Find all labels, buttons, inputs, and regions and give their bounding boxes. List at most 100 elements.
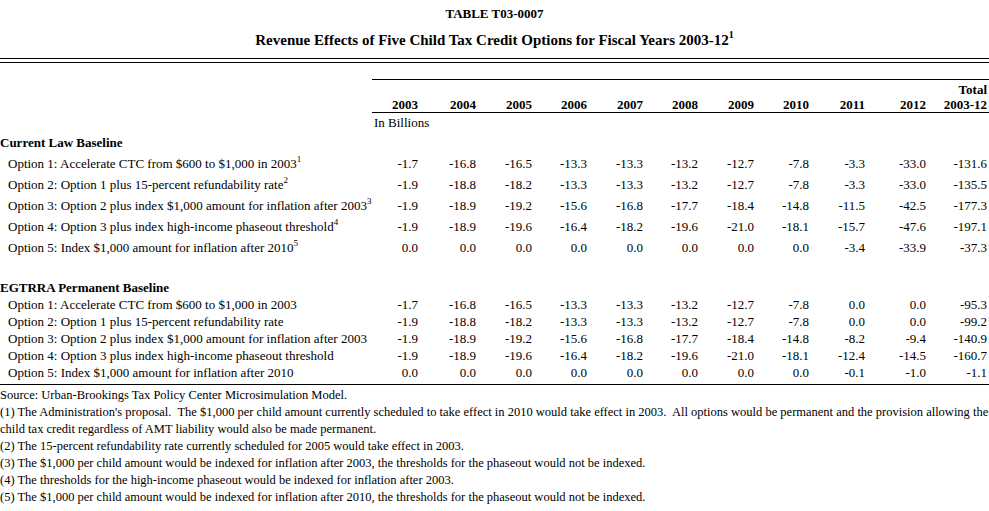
value-cell: -13.3 (589, 312, 645, 329)
title-footnote-ref: 1 (729, 29, 734, 40)
units-label: In Billions (372, 113, 989, 131)
footnote-ref: 5 (294, 238, 299, 248)
column-header-spacer (420, 80, 478, 98)
value-cell: 0.0 (867, 295, 928, 312)
row-label-spacer (0, 113, 372, 131)
value-cell: 0.0 (478, 234, 534, 255)
units-row: In Billions (0, 113, 989, 131)
value-cell: 0.0 (867, 312, 928, 329)
value-cell: 0.0 (756, 363, 811, 380)
row-label-text: Option 2: Option 1 plus 15-percent refun… (8, 177, 283, 192)
value-cell: -47.6 (867, 213, 928, 234)
value-cell: -16.4 (534, 346, 589, 363)
value-cell: -16.8 (589, 192, 645, 213)
value-cell: -18.2 (589, 213, 645, 234)
value-cell: -16.8 (420, 295, 478, 312)
value-cell: -15.6 (534, 192, 589, 213)
row-label-text: Option 1: Accelerate CTC from $600 to $1… (8, 297, 297, 312)
value-cell: -33.0 (867, 150, 928, 171)
value-cell: -11.5 (811, 192, 867, 213)
value-cell: 0.0 (534, 363, 589, 380)
value-cell: -16.8 (589, 329, 645, 346)
value-cell: -13.3 (534, 150, 589, 171)
row-label-text: Option 2: Option 1 plus 15-percent refun… (8, 314, 283, 329)
value-cell: 0.0 (420, 363, 478, 380)
row-label-text: Option 4: Option 3 plus index high-incom… (8, 348, 334, 363)
value-cell: -1.0 (867, 363, 928, 380)
value-cell: -12.4 (811, 346, 867, 363)
value-cell: -19.6 (645, 346, 700, 363)
value-cell: -1.9 (372, 329, 420, 346)
row-label: Option 5: Index $1,000 amount for inflat… (0, 234, 372, 255)
value-cell: 0.0 (645, 234, 700, 255)
row-label: Option 4: Option 3 plus index high-incom… (0, 213, 372, 234)
year-column-header: 2003 (372, 97, 420, 113)
value-cell: -12.7 (700, 171, 756, 192)
value-cell: 0.0 (700, 234, 756, 255)
value-cell: -18.1 (756, 213, 811, 234)
value-cell: -1.9 (372, 346, 420, 363)
footnote-4: (4) The thresholds for the high-income p… (0, 472, 989, 489)
value-cell: -19.6 (478, 213, 534, 234)
value-cell: -7.8 (756, 295, 811, 312)
value-cell: -1.1 (928, 363, 989, 380)
value-cell: -37.3 (928, 234, 989, 255)
row-label-text: Option 3: Option 2 plus index $1,000 amo… (8, 331, 367, 346)
table-row: Option 4: Option 3 plus index high-incom… (0, 213, 989, 234)
value-cell: -18.9 (420, 192, 478, 213)
document-page: TABLE T03-0007 Revenue Effects of Five C… (0, 0, 989, 511)
year-column-header: 2012 (867, 97, 928, 113)
value-cell: -42.5 (867, 192, 928, 213)
value-cell: -3.4 (811, 234, 867, 255)
column-header-spacer (811, 80, 867, 98)
value-cell: -19.6 (645, 213, 700, 234)
table-row: Option 1: Accelerate CTC from $600 to $1… (0, 150, 989, 171)
section-header-row: Current Law Baseline (0, 130, 989, 150)
value-cell: 0.0 (372, 363, 420, 380)
value-cell: -21.0 (700, 213, 756, 234)
table-row: Option 3: Option 2 plus index $1,000 amo… (0, 329, 989, 346)
footnote-ref: 1 (297, 154, 302, 164)
table-title: Revenue Effects of Five Child Tax Credit… (0, 27, 989, 49)
value-cell: -1.9 (372, 312, 420, 329)
revenue-effects-table: Total20032004200520062007200820092010201… (0, 79, 989, 385)
column-header-spacer (589, 80, 645, 98)
value-cell: -13.2 (645, 295, 700, 312)
footnote-1: (1) The Administration's proposal. The $… (0, 404, 989, 438)
value-cell: -16.8 (420, 150, 478, 171)
total-column-header-top: Total (928, 80, 989, 98)
value-cell: -95.3 (928, 295, 989, 312)
value-cell: -13.3 (589, 171, 645, 192)
value-cell: -1.9 (372, 213, 420, 234)
column-header-spacer (756, 80, 811, 98)
year-column-header: 2004 (420, 97, 478, 113)
value-cell: -1.7 (372, 295, 420, 312)
table-header-years-row: 2003200420052006200720082009201020112012… (0, 97, 989, 113)
value-cell: 0.0 (645, 363, 700, 380)
value-cell: -15.6 (534, 329, 589, 346)
value-cell: -177.3 (928, 192, 989, 213)
section-header-row: EGTRRA Permanent Baseline (0, 277, 989, 295)
row-label-text: Option 5: Index $1,000 amount for inflat… (8, 365, 294, 380)
year-column-header: 2006 (534, 97, 589, 113)
value-cell: -1.9 (372, 192, 420, 213)
year-column-header: 2011 (811, 97, 867, 113)
value-cell: -14.5 (867, 346, 928, 363)
value-cell: -19.6 (478, 346, 534, 363)
value-cell: -12.7 (700, 312, 756, 329)
source-note: Source: Urban-Brookings Tax Policy Cente… (0, 387, 989, 404)
value-cell: -160.7 (928, 346, 989, 363)
value-cell: -13.3 (534, 171, 589, 192)
table-row: Option 5: Index $1,000 amount for inflat… (0, 363, 989, 380)
value-cell: -19.2 (478, 329, 534, 346)
value-cell: -19.2 (478, 192, 534, 213)
value-cell: -18.8 (420, 312, 478, 329)
value-cell: -18.8 (420, 171, 478, 192)
value-cell: 0.0 (811, 295, 867, 312)
value-cell: -99.2 (928, 312, 989, 329)
value-cell: -13.2 (645, 312, 700, 329)
value-cell: -13.3 (534, 312, 589, 329)
table-row: Option 4: Option 3 plus index high-incom… (0, 346, 989, 363)
table-row: Option 2: Option 1 plus 15-percent refun… (0, 171, 989, 192)
revenue-table: Total20032004200520062007200820092010201… (0, 79, 989, 385)
